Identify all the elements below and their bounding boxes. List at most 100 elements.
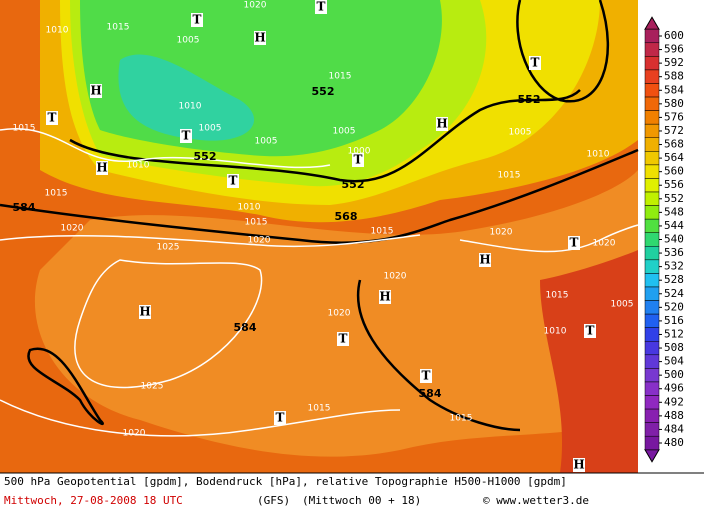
- colorbar-cell: [644, 56, 660, 71]
- pressure-center: T: [422, 369, 431, 383]
- footer-model: (GFS): [257, 494, 290, 507]
- symbol-bg: [337, 332, 349, 346]
- colorbar-label: 540: [664, 233, 684, 246]
- colorbar-cell: [644, 246, 660, 261]
- colorbar-cell: [644, 300, 660, 315]
- symbol-bg: [180, 129, 192, 143]
- colorbar-cell: [644, 96, 660, 111]
- symbol-bg: [254, 31, 266, 45]
- colorbar-cell: [644, 191, 660, 206]
- contour-label: 1010: [46, 26, 69, 36]
- colorbar-label: 484: [664, 422, 684, 435]
- colorbar-cell: [644, 123, 660, 139]
- colorbar-cell: [644, 42, 660, 57]
- pressure-center: H: [379, 290, 390, 304]
- symbol-bg: [315, 0, 327, 14]
- contour-label: 1005: [509, 128, 532, 138]
- contour-label: 1020: [328, 309, 351, 319]
- colorbar-label: 600: [664, 29, 684, 42]
- colorbar-label: 536: [664, 246, 684, 259]
- contour-label: 1015: [13, 124, 36, 134]
- contour-label: 1015: [498, 171, 521, 181]
- contour-label: 568: [335, 210, 358, 223]
- contour-label: 1015: [245, 218, 268, 228]
- contour-label: 1020: [244, 1, 267, 11]
- contour-label: 1005: [611, 300, 634, 310]
- contour-label: 1010: [587, 150, 610, 160]
- pressure-center: T: [531, 56, 540, 70]
- colorbar-cell: [644, 69, 660, 84]
- colorbar: 6005965925885845805765725685645605565525…: [644, 16, 684, 463]
- footer-run: (Mittwoch 00 + 18): [302, 494, 421, 507]
- colorbar-cell: [644, 259, 660, 274]
- colorbar-cell: [644, 435, 660, 451]
- colorbar-label: 568: [664, 138, 684, 151]
- colorbar-cell: [644, 28, 660, 44]
- colorbar-label: 488: [664, 409, 684, 422]
- pressure-center: T: [339, 332, 348, 346]
- pressure-center: T: [276, 411, 285, 425]
- contour-label: 1010: [238, 203, 261, 213]
- colorbar-label: 596: [664, 43, 684, 56]
- colorbar-cell: [644, 110, 660, 125]
- footer-site: © www.wetter3.de: [483, 494, 589, 507]
- contour-label: 1020: [248, 236, 271, 246]
- footer: 500 hPa Geopotential [gpdm], Bodendruck …: [0, 472, 704, 507]
- colorbar-label: 500: [664, 368, 684, 381]
- footer-date: Mittwoch, 27-08-2008 18 UTC: [4, 494, 183, 507]
- colorbar-cell: [644, 164, 660, 179]
- colorbar-cell: [644, 205, 660, 220]
- colorbar-cell: [644, 313, 660, 328]
- pressure-center: H: [254, 31, 265, 45]
- contour-label: 1000: [348, 147, 371, 157]
- contour-label: 1015: [107, 23, 130, 33]
- contour-label: 1020: [593, 239, 616, 249]
- contour-label: 1005: [255, 137, 278, 147]
- contour-label: 1005: [199, 124, 222, 134]
- symbol-bg: [139, 305, 151, 319]
- contour-label: 1015: [45, 189, 68, 199]
- contour-label: 1015: [329, 72, 352, 82]
- contour-label: 1020: [123, 429, 146, 439]
- colorbar-label: 584: [664, 83, 684, 96]
- colorbar-label: 508: [664, 341, 684, 354]
- contour-label: 1015: [450, 414, 473, 424]
- pressure-center: H: [573, 458, 584, 472]
- pressure-center: T: [586, 324, 595, 338]
- symbol-bg: [96, 161, 108, 175]
- colorbar-label: 516: [664, 314, 684, 327]
- symbol-bg: [274, 411, 286, 425]
- symbol-bg: [352, 153, 364, 167]
- colorbar-cell: [644, 395, 660, 410]
- contour-label: 1020: [61, 224, 84, 234]
- symbol-bg: [227, 174, 239, 188]
- colorbar-label: 564: [664, 151, 684, 164]
- pressure-center: T: [193, 13, 202, 27]
- colorbar-label: 544: [664, 219, 684, 232]
- contour-label: 1025: [157, 243, 180, 253]
- symbol-bg: [191, 13, 203, 27]
- symbol-bg: [436, 117, 448, 131]
- band-536: [118, 54, 255, 141]
- colorbar-label: 572: [664, 124, 684, 137]
- contour-label: 552: [518, 93, 541, 106]
- colorbar-cell: [644, 422, 660, 437]
- colorbar-cell: [644, 273, 660, 288]
- colorbar-label: 480: [664, 436, 684, 449]
- colorbar-cell: [644, 232, 660, 247]
- map: 1015 T 1020 T 1010 1005 H 1015 552 H 1010 1005 T 1005…: [0, 0, 639, 473]
- colorbar-cell: [644, 354, 660, 369]
- colorbar-cell: [644, 381, 660, 396]
- colorbar-label: 496: [664, 382, 684, 395]
- colorbar-label: 580: [664, 97, 684, 110]
- colorbar-label: 556: [664, 178, 684, 191]
- pressure-center: H: [479, 253, 490, 267]
- colorbar-label: 520: [664, 300, 684, 313]
- colorbar-label: 532: [664, 260, 684, 273]
- contour-label: 584: [419, 387, 442, 400]
- contour-label: 552: [194, 150, 217, 163]
- colorbar-cell: [644, 137, 660, 152]
- colorbar-label: 512: [664, 327, 684, 340]
- isobars: [0, 127, 639, 437]
